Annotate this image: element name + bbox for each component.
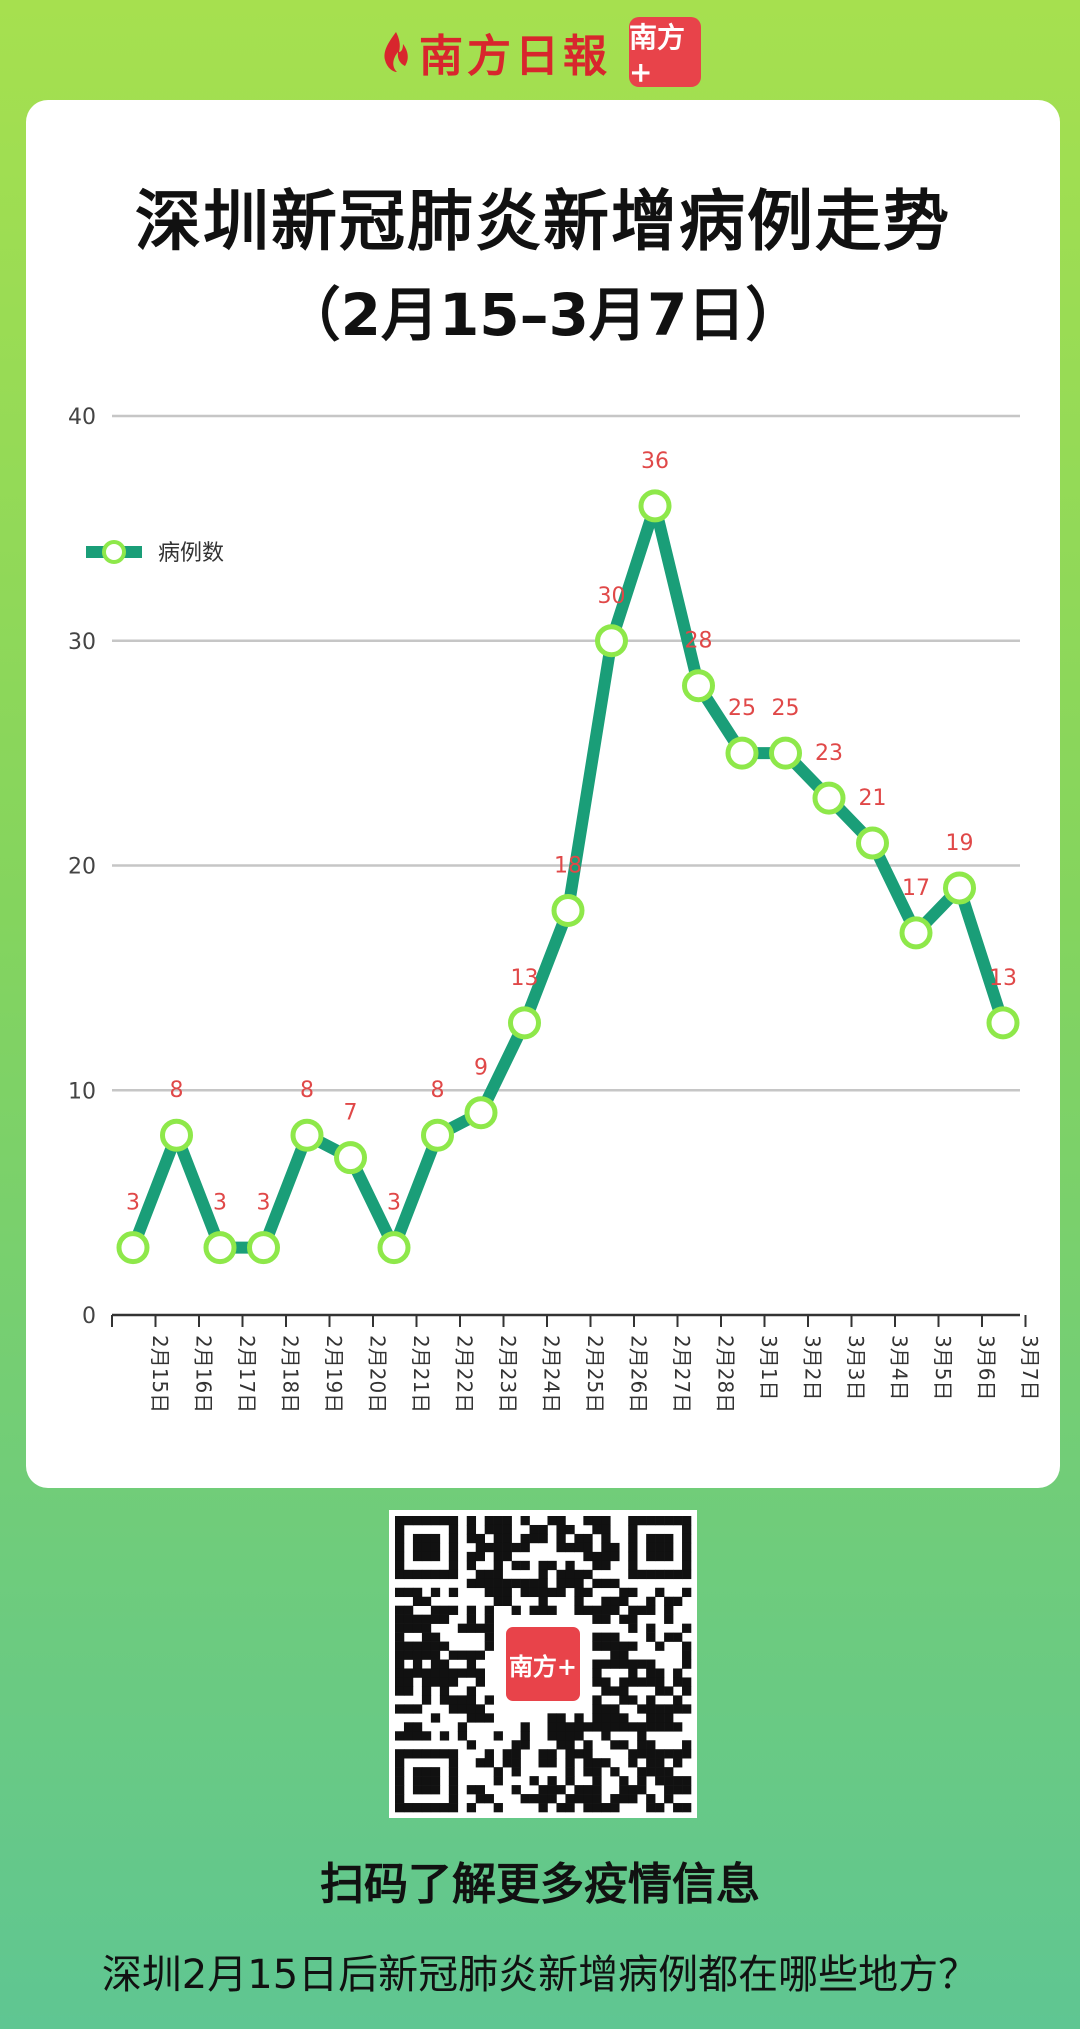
data-label: 17 (902, 876, 930, 901)
related-article-link[interactable]: 深圳2月15日后新冠肺炎新增病例都在哪些地方？ (101, 1952, 979, 1998)
data-label: 8 (431, 1078, 445, 1103)
data-point (334, 1141, 367, 1175)
x-tick-label: 2月22日 (453, 1335, 477, 1413)
app-badge[interactable]: 南方+ (629, 17, 701, 89)
x-tick-label: 2月24日 (540, 1335, 564, 1413)
masthead: 南方日報 南方+ (0, 12, 1080, 92)
x-tick-label: 3月4日 (888, 1335, 912, 1400)
chart-title: 深圳新冠肺炎新增病例走势 (135, 183, 951, 260)
data-label: 30 (598, 584, 626, 609)
data-point (508, 1006, 541, 1040)
x-tick-label: 3月7日 (1018, 1335, 1042, 1400)
data-label: 8 (170, 1078, 184, 1103)
data-point (464, 1096, 498, 1130)
data-point (725, 736, 759, 770)
data-label: 28 (685, 629, 713, 654)
data-point (551, 893, 585, 927)
x-tick-label: 2月25日 (583, 1335, 607, 1413)
data-point (638, 489, 672, 523)
x-tick-label: 3月5日 (931, 1335, 955, 1400)
data-label: 21 (859, 786, 887, 811)
qr-app-logo: 南方+ (501, 1622, 585, 1706)
y-tick-label: 0 (82, 1304, 96, 1329)
data-point (595, 624, 628, 658)
data-label: 36 (641, 449, 669, 474)
brand-name: 南方日報 (419, 31, 611, 82)
data-label: 13 (989, 966, 1017, 991)
data-point (769, 736, 802, 770)
x-tick-label: 2月28日 (714, 1335, 738, 1413)
x-tick-label: 2月18日 (279, 1335, 303, 1413)
x-tick-label: 2月19日 (322, 1335, 346, 1413)
x-tick-label: 3月1日 (757, 1335, 781, 1400)
y-tick-label: 10 (68, 1079, 96, 1104)
data-label: 3 (257, 1191, 271, 1216)
qr-code-pattern (395, 1516, 692, 1813)
data-label: 23 (815, 741, 843, 766)
data-label: 25 (772, 696, 800, 721)
x-tick-label: 2月23日 (496, 1335, 520, 1413)
brand-logo: 南方日報 (379, 20, 611, 84)
data-label: 7 (344, 1101, 358, 1126)
data-point (290, 1118, 324, 1152)
data-point (682, 669, 715, 703)
data-point (116, 1231, 150, 1265)
y-tick-label: 40 (68, 405, 96, 430)
data-point (203, 1231, 237, 1265)
data-label: 13 (511, 966, 539, 991)
data-label: 3 (387, 1191, 401, 1216)
y-tick-label: 30 (68, 630, 96, 655)
data-label: 8 (300, 1078, 314, 1103)
data-label: 18 (554, 853, 582, 878)
data-label: 19 (946, 831, 974, 856)
qr-code[interactable]: 南方+ (389, 1510, 697, 1818)
data-label: 3 (126, 1191, 140, 1216)
x-tick-label: 2月21日 (409, 1335, 433, 1413)
legend-marker (102, 540, 126, 564)
x-tick-label: 3月3日 (844, 1335, 868, 1400)
x-tick-label: 2月20日 (366, 1335, 390, 1413)
x-tick-label: 2月17日 (235, 1335, 259, 1413)
data-point (943, 871, 976, 905)
x-tick-label: 2月15日 (148, 1335, 172, 1413)
flame-icon (384, 32, 408, 72)
data-point (986, 1006, 1020, 1040)
data-point (247, 1231, 280, 1265)
y-tick-label: 20 (68, 855, 96, 880)
data-label: 3 (213, 1191, 227, 1216)
x-tick-label: 3月6日 (975, 1335, 999, 1400)
x-tick-label: 2月26日 (627, 1335, 651, 1413)
data-point (812, 781, 846, 815)
data-point (899, 916, 933, 950)
data-point (421, 1118, 454, 1152)
chart-card: 深圳新冠肺炎新增病例走势 （2月15–3月7日） (26, 100, 1060, 1488)
data-point (377, 1231, 411, 1265)
legend-label: 病例数 (158, 541, 224, 566)
data-point (160, 1118, 193, 1152)
data-label: 9 (474, 1056, 488, 1081)
line-chart: 0 10 20 30 40 2月15日 2月16日 2月17日 2月18日 2月19日 2月20日 2… (68, 405, 1042, 1413)
chart-subtitle: （2月15–3月7日） (282, 281, 804, 349)
data-label: 25 (728, 696, 756, 721)
x-tick-label: 2月27日 (670, 1335, 694, 1413)
data-point (856, 826, 889, 860)
qr-caption: 扫码了解更多疫情信息 (320, 1859, 760, 1910)
x-tick-label: 2月16日 (192, 1335, 216, 1413)
x-tick-label: 3月2日 (801, 1335, 825, 1400)
